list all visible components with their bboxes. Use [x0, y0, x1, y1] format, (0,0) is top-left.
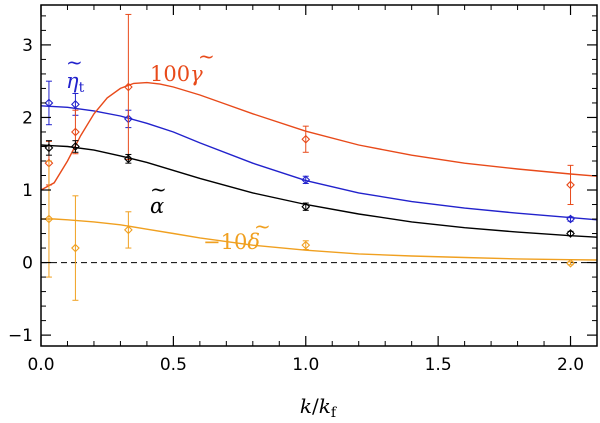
x-axis-title-sub: f: [331, 405, 338, 421]
annotation-eta-t: ~ ηt: [66, 50, 85, 96]
gamma-coefficient: 100: [150, 62, 190, 86]
delta-label: −10δ: [203, 230, 260, 254]
data-point: [301, 134, 311, 144]
alpha-label: α: [150, 194, 164, 218]
data-point: [301, 240, 311, 250]
data-point: [44, 98, 54, 108]
y-tick-label: −1: [8, 326, 33, 346]
data-point: [71, 127, 80, 137]
x-tick-label: 1.0: [292, 355, 319, 375]
gamma-tilde: ~: [198, 44, 215, 68]
data-point: [71, 100, 80, 109]
eta-t-symbol: η: [66, 69, 79, 93]
data-point: [566, 180, 575, 190]
series-line-3: [41, 218, 598, 261]
series-line-1: [40, 81, 598, 191]
annotation-alpha: ~ α: [150, 177, 167, 218]
data-point: [123, 225, 133, 235]
y-tick-label: 1: [22, 181, 33, 201]
gamma-label: 100γ: [150, 62, 203, 86]
x-tick-label: 2.0: [557, 355, 584, 375]
y-tick-label: 2: [22, 108, 33, 128]
x-axis-title-base: k: [319, 394, 331, 418]
data-point: [566, 214, 575, 224]
data-point: [301, 175, 311, 185]
x-tick-label: 0.5: [160, 355, 187, 375]
data-point: [123, 154, 133, 164]
gamma-symbol: γ: [190, 62, 203, 86]
data-point: [71, 243, 80, 253]
data-point: [566, 258, 575, 268]
plot-frame: [40, 4, 598, 347]
alpha-tilde: ~: [150, 177, 167, 201]
curve-layer: [40, 81, 598, 261]
x-tick-label: 1.5: [425, 355, 452, 375]
point-layer: [44, 13, 575, 301]
delta-coefficient: −10: [203, 230, 247, 254]
delta-symbol: δ: [247, 230, 260, 254]
series-line-0: [40, 105, 598, 221]
x-tick-label: 0.0: [27, 355, 54, 375]
data-point: [566, 229, 575, 238]
data-point: [44, 143, 54, 153]
eta-t-tilde: ~: [66, 50, 83, 74]
y-tick-label: 3: [22, 36, 33, 56]
y-tick-label: 0: [22, 254, 33, 274]
data-point: [71, 142, 80, 151]
x-axis-title-main: k: [300, 394, 312, 418]
data-point: [301, 202, 311, 212]
data-point: [44, 214, 54, 224]
data-point: [123, 82, 133, 92]
x-axis-title: k/kf: [300, 394, 338, 421]
eta-t-label: ηt: [66, 69, 85, 96]
eta-t-subscript: t: [79, 80, 85, 96]
series-line-2: [40, 144, 598, 238]
annotation-minus-10-delta: −10δ ~: [203, 214, 271, 254]
delta-tilde: ~: [254, 214, 271, 238]
x-axis-title-slash: /: [312, 394, 319, 418]
annotation-100-gamma: 100γ ~: [150, 44, 215, 86]
